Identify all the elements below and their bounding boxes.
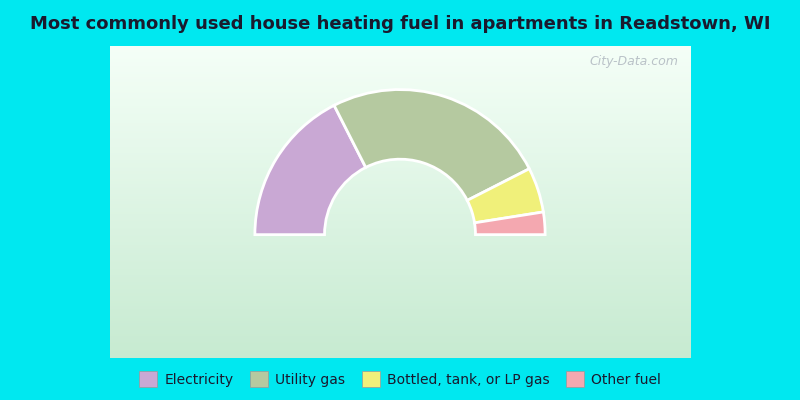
Legend: Electricity, Utility gas, Bottled, tank, or LP gas, Other fuel: Electricity, Utility gas, Bottled, tank,… bbox=[134, 366, 666, 392]
Wedge shape bbox=[474, 212, 545, 235]
Wedge shape bbox=[255, 105, 366, 235]
Text: City-Data.com: City-Data.com bbox=[590, 55, 678, 68]
Wedge shape bbox=[334, 90, 530, 200]
Text: Most commonly used house heating fuel in apartments in Readstown, WI: Most commonly used house heating fuel in… bbox=[30, 15, 770, 33]
Wedge shape bbox=[467, 169, 543, 223]
